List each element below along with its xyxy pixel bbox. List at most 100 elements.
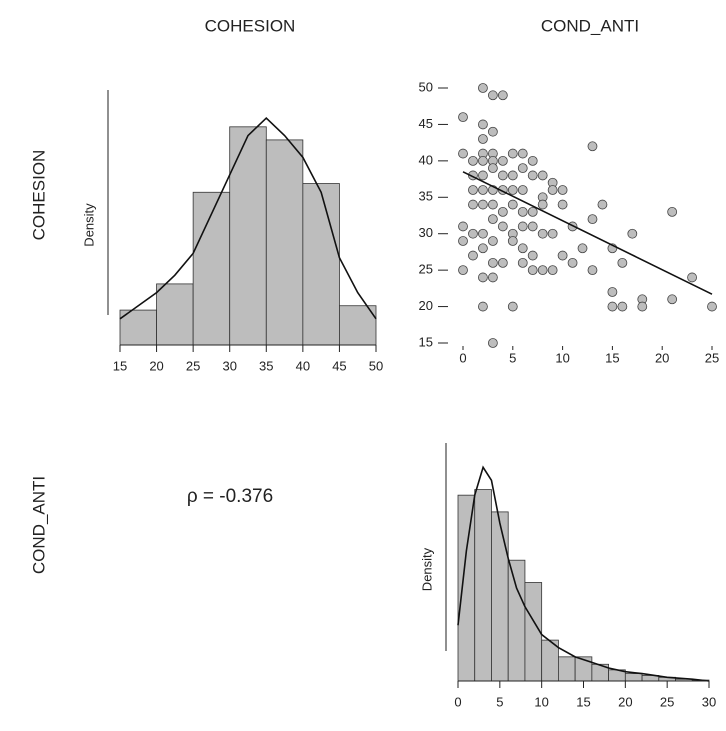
point [478,83,488,93]
point [468,155,478,166]
point [547,265,558,276]
point [468,185,478,195]
point [487,338,498,348]
x-tick-label: 45 [332,358,346,373]
point [507,170,518,181]
point [487,90,498,101]
correlation-value: ρ = -0.376 [187,486,273,507]
x-tick-label: 30 [222,358,236,373]
x-tick-label: 5 [496,694,503,709]
y-tick-label: 35 [419,189,433,204]
point [478,199,488,210]
point [497,257,508,268]
y-tick-label: 15 [419,334,433,349]
x-tick-label: 0 [454,694,461,709]
bar [265,139,304,346]
point [557,250,568,261]
row-header: COHESION [29,150,48,241]
y-tick-label: 25 [419,262,433,277]
y-tick-label: 50 [419,79,433,94]
point [468,199,478,210]
point [587,214,598,225]
x-tick-label: 10 [534,694,548,709]
bar [507,559,526,682]
point [487,199,498,210]
point [478,243,488,254]
point [458,221,468,232]
point [597,199,608,210]
point [497,170,508,181]
y-tick-label: 40 [419,152,433,167]
point [627,228,638,239]
column-header: COHESION [205,16,296,35]
regression-line [462,171,713,295]
point [478,272,488,283]
density-line [457,465,710,682]
x-tick-label: 30 [702,694,716,709]
point [497,221,508,232]
point [468,250,478,261]
x-tick-label: 20 [618,694,632,709]
point [537,228,548,239]
point [707,301,717,312]
x-tick-label: 5 [509,350,516,365]
x-tick-label: 35 [259,358,273,373]
y-axis-label: Density [81,203,96,247]
point [458,236,468,246]
point [667,206,678,217]
point [527,206,538,217]
bar [119,309,157,346]
point [527,250,538,261]
point [468,228,478,239]
point [517,206,528,217]
point [487,272,498,283]
point [517,185,528,195]
point [478,134,488,144]
point [607,287,618,297]
point [517,163,528,174]
x-tick-label: 0 [459,350,466,365]
point [497,155,508,166]
point [487,257,498,268]
point [607,301,618,312]
point [527,170,538,181]
point [458,112,468,123]
point [567,257,578,268]
point [587,265,598,276]
point [487,126,498,137]
point [537,265,548,276]
point [478,119,488,130]
bar [474,489,492,682]
point [487,214,498,225]
point [547,185,558,195]
point [517,221,528,232]
point [478,170,488,181]
point [517,257,528,268]
x-tick-label: 20 [655,350,669,365]
point [507,185,518,195]
x-tick-label: 15 [113,358,127,373]
point [557,199,568,210]
point [527,155,538,166]
point [527,265,538,276]
column-header: COND_ANTI [541,16,639,35]
bar [302,183,340,346]
x-tick-label: 40 [296,358,310,373]
point [547,228,558,239]
bar [339,305,377,346]
point [478,155,488,166]
point [687,272,697,283]
point [487,163,498,174]
point [667,294,678,305]
point [497,90,508,101]
bar [624,673,643,682]
point [507,148,518,159]
bar [558,656,576,682]
y-tick-label: 30 [419,225,433,240]
bar [491,511,509,682]
point [507,301,518,312]
x-tick-label: 25 [705,350,719,365]
x-tick-label: 50 [369,358,383,373]
point [507,236,518,246]
